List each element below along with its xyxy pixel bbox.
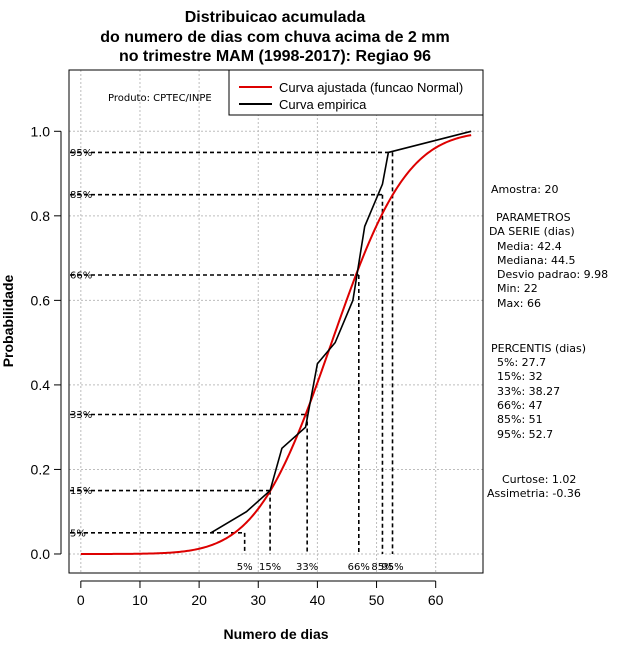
- param-max: Max: 66: [497, 297, 541, 310]
- title-line-3: no trimestre MAM (1998-2017): Regiao 96: [119, 48, 431, 65]
- params-title: PARAMETROS: [496, 211, 571, 224]
- params-subtitle: DA SERIE (dias): [489, 225, 575, 238]
- param-mean: Media: 42.4: [497, 240, 562, 253]
- percentile-reference-lines: 5%5%15%15%33%33%66%66%85%85%95%95%: [70, 148, 404, 573]
- product-label: Produto: CPTEC/INPE: [108, 93, 212, 104]
- y-tick-label: 0.4: [31, 377, 51, 393]
- percentile-y-label: 85%: [70, 190, 92, 201]
- skewness: Assimetria: -0.36: [487, 487, 581, 500]
- y-tick-label: 0.2: [31, 461, 51, 477]
- kurtosis: Curtose: 1.02: [502, 473, 576, 486]
- percentil-15: 15%: 32: [497, 370, 543, 383]
- plot-frame: [68, 69, 484, 574]
- fitted-normal-curve: [80, 134, 472, 555]
- y-axis-label: Probabilidade: [0, 275, 16, 368]
- param-median: Mediana: 44.5: [497, 254, 575, 267]
- grid: [69, 70, 483, 573]
- percentile-y-label: 5%: [70, 528, 86, 539]
- x-axis-label: Numero de dias: [223, 626, 328, 642]
- title-line-1: Distribuicao acumulada: [185, 9, 366, 26]
- chart-title: Distribuicao acumulada do numero de dias…: [100, 9, 449, 65]
- percentile-x-label: 15%: [259, 562, 281, 573]
- x-tick-label: 60: [428, 592, 444, 608]
- percentis-title: PERCENTIS (dias): [491, 342, 586, 355]
- param-sd: Desvio padrao: 9.98: [497, 268, 608, 281]
- percentile-x-label: 5%: [237, 562, 253, 573]
- statistics-panel: Amostra: 20 PARAMETROS DA SERIE (dias) M…: [487, 183, 608, 500]
- percentile-x-label: 66%: [348, 562, 370, 573]
- percentil-66: 66%: 47: [497, 399, 543, 412]
- x-tick-label: 50: [369, 592, 385, 608]
- x-tick-label: 40: [310, 592, 326, 608]
- sample-size: Amostra: 20: [491, 183, 558, 196]
- empirical-curve: [210, 130, 472, 534]
- percentile-y-label: 95%: [70, 148, 92, 159]
- percentile-x-label: 85%: [371, 562, 393, 573]
- x-tick-label: 30: [250, 592, 266, 608]
- param-min: Min: 22: [497, 282, 538, 295]
- percentile-x-label: 33%: [296, 562, 318, 573]
- legend: Curva ajustada (funcao Normal) Curva emp…: [228, 69, 484, 116]
- legend-box: [228, 69, 484, 116]
- x-tick-label: 0: [77, 592, 85, 608]
- percentil-95: 95%: 52.7: [497, 428, 553, 441]
- percentile-y-label: 66%: [70, 271, 92, 282]
- legend-label-fitted: Curva ajustada (funcao Normal): [279, 80, 463, 95]
- title-line-2: do numero de dias com chuva acima de 2 m…: [100, 29, 449, 46]
- percentil-5: 5%: 27.7: [497, 356, 546, 369]
- x-tick-label: 10: [132, 592, 148, 608]
- y-tick-label: 0.8: [31, 208, 51, 224]
- x-tick-label: 20: [191, 592, 207, 608]
- series: [80, 130, 472, 555]
- percentile-x-label: 95%: [381, 562, 403, 573]
- percentil-85: 85%: 51: [497, 413, 543, 426]
- y-tick-label: 0.0: [31, 546, 51, 562]
- percentil-33: 33%: 38.27: [497, 385, 560, 398]
- axes: 0 10 20 30 40 50 60 0.0 0.2 0.4 0.6 0.8 1.0: [31, 123, 444, 608]
- legend-label-empirical: Curva empirica: [279, 97, 367, 112]
- y-tick-label: 1.0: [31, 123, 51, 139]
- percentile-y-label: 33%: [70, 410, 92, 421]
- percentile-y-label: 15%: [70, 486, 92, 497]
- y-tick-label: 0.6: [31, 292, 51, 308]
